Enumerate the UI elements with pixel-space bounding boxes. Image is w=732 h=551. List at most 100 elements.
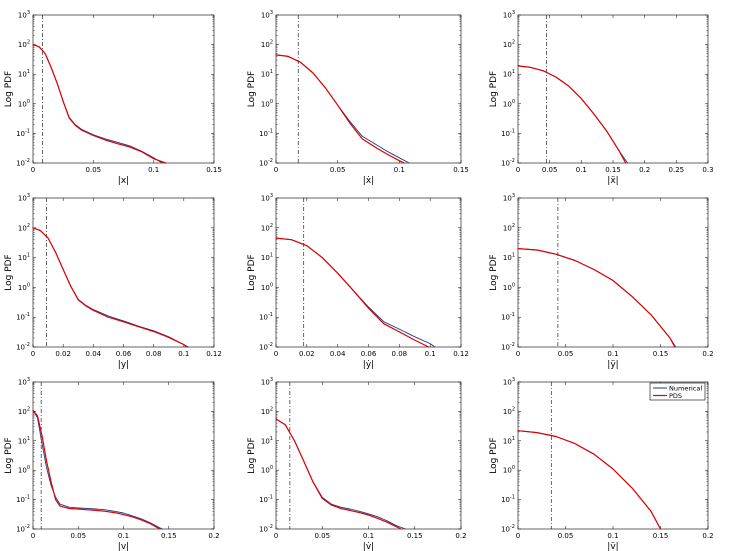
series-numerical [32,44,163,164]
x-tick-label: 0.12 [206,350,222,358]
chart-panel: 0 0.05 0.1 0.15 10-2 10-1 100 101 102 103 |x| Log P… [4,10,222,186]
x-tick-label: 0.05 [86,166,102,174]
legend-label-numerical: Numerical [669,385,702,393]
x-tick-label: 0.15 [653,532,669,540]
y-tick-label: 102 [18,223,30,233]
x-tick-label: 0.05 [542,166,558,174]
y-tick-label: 10-2 [259,524,273,534]
x-tick-label: 0.2 [455,532,466,540]
x-tick-label: 0.02 [55,350,71,358]
y-tick-label: 102 [261,40,273,50]
x-tick-label: 0.1 [394,166,405,174]
x-tick-label: 0 [516,532,520,540]
x-tick-label: 0.1 [425,350,436,358]
x-tick-label: 0.12 [453,350,469,358]
y-tick-label: 100 [503,465,515,475]
series-numerical [275,54,410,164]
series-pds [517,430,662,530]
x-tick-label: 0.15 [161,532,177,540]
x-tick-label: 0.02 [299,350,315,358]
series-pds [275,54,405,164]
axes-frame [517,381,709,530]
x-tick-label: 0.2 [639,166,650,174]
x-tick-label: 0.2 [208,532,219,540]
chart-panel: 0 0.05 0.1 0.15 0.2 10-2 10-1 100 101 102 103 |ÿ| Lo… [489,193,714,370]
y-tick-label: 101 [503,436,515,446]
y-tick-label: 100 [261,282,273,292]
y-tick-label: 103 [503,10,515,20]
series-numerical [275,418,406,530]
x-axis-label: |y| [118,360,129,370]
y-tick-label: 10-2 [501,342,515,352]
y-axis-label: Log PDF [247,71,257,107]
x-tick-label: 0 [31,532,35,540]
y-tick-label: 101 [18,253,30,263]
y-tick-label: 100 [18,465,30,475]
x-axis-label: |v̇| [363,542,374,551]
y-tick-label: 10-1 [16,495,30,505]
series-numerical [32,409,163,530]
y-tick-label: 102 [18,40,30,50]
y-axis-label: Log PDF [4,437,14,473]
y-tick-label: 103 [18,193,30,203]
x-tick-label: 0.06 [361,350,377,358]
chart-panel: 0 0.05 0.1 0.15 0.2 10-2 10-1 100 101 102 103 |v̇| L… [247,377,467,551]
x-tick-label: 0.1 [148,166,159,174]
series-pds [32,409,161,530]
chart-panel: 0 0.05 0.1 0.15 0.2 0.25 0.3 10-2 10-1 100 101 102 1… [489,10,714,186]
x-tick-label: 0.25 [669,166,685,174]
x-tick-label: 0 [274,350,278,358]
x-tick-label: 0.06 [116,350,132,358]
y-tick-label: 10-2 [16,158,30,168]
axes-frame [275,381,462,530]
x-tick-label: 0.1 [607,350,618,358]
x-tick-label: 0.1 [118,532,129,540]
y-tick-label: 101 [503,69,515,79]
y-tick-label: 103 [261,10,273,20]
chart-panel: 0 0.05 0.1 0.15 0.2 10-2 10-1 100 101 102 103 |v| Lo… [4,377,220,551]
y-tick-label: 102 [503,406,515,416]
y-tick-label: 10-1 [501,495,515,505]
x-tick-label: 0.15 [605,166,621,174]
x-tick-label: 0.08 [392,350,408,358]
series-pds [517,65,627,164]
y-tick-label: 103 [261,377,273,387]
y-tick-label: 10-1 [259,128,273,138]
x-tick-label: 0.1 [607,532,618,540]
y-tick-label: 101 [261,69,273,79]
y-tick-label: 100 [261,99,273,109]
x-tick-label: 0.05 [70,532,86,540]
x-tick-label: 0 [31,350,35,358]
y-tick-label: 103 [503,193,515,203]
x-tick-label: 0.08 [146,350,162,358]
y-tick-label: 103 [18,377,30,387]
legend-label-pds: PDS [669,392,682,400]
x-tick-label: 0.3 [702,166,713,174]
x-tick-label: 0 [31,166,35,174]
y-tick-label: 101 [261,436,273,446]
y-axis-label: Log PDF [4,71,14,107]
x-tick-label: 0.05 [558,350,574,358]
x-tick-label: 0 [516,350,520,358]
series-pds [32,227,188,348]
y-tick-label: 102 [503,223,515,233]
y-tick-label: 103 [261,193,273,203]
x-tick-label: 0 [274,166,278,174]
x-tick-label: 0.04 [86,350,102,358]
y-tick-label: 10-2 [501,524,515,534]
y-tick-label: 103 [18,10,30,20]
y-tick-label: 10-1 [16,312,30,322]
y-tick-label: 102 [261,406,273,416]
x-tick-label: 0 [274,532,278,540]
series-numerical [32,227,189,348]
series-pds [32,43,167,164]
y-tick-label: 100 [18,99,30,109]
y-axis-label: Log PDF [489,437,499,473]
y-tick-label: 102 [503,40,515,50]
y-tick-label: 101 [18,436,30,446]
y-tick-label: 10-2 [501,158,515,168]
legend: Numerical PDS [649,382,706,401]
chart-panel: 0 0.05 0.1 0.15 0.2 10-2 10-1 100 101 102 103 |v̈| L… [489,377,714,551]
x-tick-label: 0.15 [206,166,222,174]
